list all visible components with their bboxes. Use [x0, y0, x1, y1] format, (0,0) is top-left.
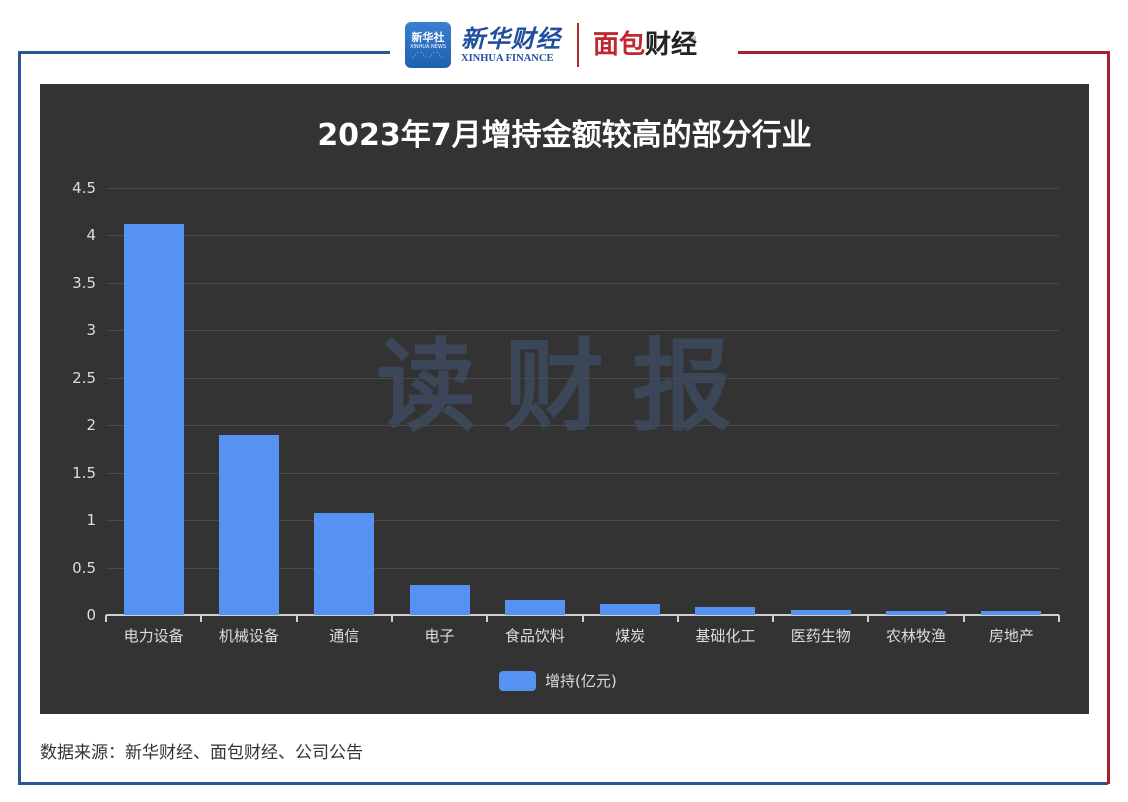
gridline: [106, 520, 1059, 522]
gridline: [106, 188, 1059, 189]
frame-border-top-left: [18, 51, 390, 54]
x-axis-tick: [200, 615, 203, 622]
bar[interactable]: [314, 513, 375, 615]
y-tick-label: 4: [86, 226, 96, 245]
x-category-label: 房地产: [988, 627, 1034, 645]
x-category-label: 基础化工: [695, 627, 756, 645]
gridline: [106, 282, 1059, 284]
xinhua-finance-logo: 新华财经 XINHUA FINANCE: [461, 25, 561, 65]
frame-border-right: [1107, 51, 1110, 784]
chart-panel: 2023年7月增持金额较高的部分行业 读财报 0 0.5 1 1.5 2 2.5 3 3.5 4…: [40, 84, 1089, 714]
bar[interactable]: [981, 611, 1042, 615]
gridline: [106, 472, 1059, 474]
y-tick-label: 0.5: [72, 558, 96, 577]
x-category-label: 通信: [329, 627, 360, 645]
y-tick-label: 1: [86, 511, 96, 530]
logo-separator: [577, 23, 579, 67]
x-axis-tick: [486, 615, 489, 622]
y-tick-label: 0: [86, 606, 96, 624]
watermark: 读财报: [376, 328, 760, 445]
mianbao-finance-logo: 面包财经 ®: [593, 30, 697, 60]
y-tick-label: 3.5: [72, 273, 96, 292]
y-tick-label: 4.5: [72, 179, 96, 197]
x-axis-tick: [867, 615, 870, 622]
frame-border-left: [18, 51, 21, 785]
gridline: [106, 425, 1059, 427]
frame-border-bottom: [18, 782, 1108, 785]
xinhua-finance-cn: 新华财经: [461, 24, 561, 53]
x-category-label: 机械设备: [218, 627, 279, 645]
x-category-label: 电力设备: [123, 627, 184, 645]
bar[interactable]: [218, 434, 279, 615]
y-tick-label: 2.5: [72, 368, 96, 387]
xinhua-badge-cn: 新华社: [411, 30, 445, 44]
bar[interactable]: [600, 603, 661, 615]
legend-label: 增持(亿元): [545, 672, 617, 690]
gridline: [106, 377, 1059, 379]
bar[interactable]: [886, 611, 947, 615]
registered-mark: ®: [690, 35, 698, 43]
bar[interactable]: [504, 599, 565, 615]
x-category-label: 煤炭: [615, 627, 646, 645]
xinhua-finance-en: XINHUA FINANCE: [461, 53, 554, 64]
data-source-note: 数据来源：新华财经、面包财经、公司公告: [40, 743, 363, 763]
x-axis-tick: [676, 615, 679, 622]
bar[interactable]: [790, 610, 851, 615]
chart-title: 2023年7月增持金额较高的部分行业: [317, 118, 812, 153]
bar[interactable]: [409, 584, 470, 615]
bar[interactable]: [695, 607, 756, 615]
bar[interactable]: [123, 224, 184, 615]
x-axis-tick: [295, 615, 298, 622]
x-axis-tick: [1058, 615, 1060, 622]
x-axis-tick: [962, 615, 965, 622]
xinhua-news-logo-icon: 新华社 XINHUA NEWS ⋰⋱⋰⋱: [405, 22, 451, 68]
legend-swatch: [499, 670, 536, 691]
gridline: [106, 567, 1059, 569]
y-tick-label: 2: [86, 416, 96, 435]
plot-area: 0 0.5 1 1.5 2 2.5 3 3.5 4 4.5 电力设备 机械设备 通信 电子 食品饮料 煤炭 基础…: [72, 179, 1060, 645]
y-tick-label: 1.5: [72, 463, 96, 482]
x-axis-tick: [105, 615, 107, 622]
network-dots-icon: ⋰⋱⋰⋱: [412, 50, 444, 59]
x-axis-tick: [581, 615, 584, 622]
x-category-label: 农林牧渔: [886, 627, 947, 645]
gridline: [106, 235, 1059, 237]
x-category-label: 电子: [424, 627, 455, 645]
frame-border-top-right: [738, 51, 1110, 54]
gridline: [106, 330, 1059, 332]
x-axis-tick: [390, 615, 393, 622]
legend[interactable]: 增持(亿元): [499, 670, 617, 691]
x-axis-tick: [772, 615, 775, 622]
mianbao-part1: 面包: [593, 30, 646, 60]
header-logos: 新华社 XINHUA NEWS ⋰⋱⋰⋱ 新华财经 XINHUA FINANCE…: [405, 18, 697, 72]
x-category-label: 医药生物: [790, 627, 851, 645]
xinhua-badge-en: XINHUA NEWS: [409, 43, 447, 50]
y-tick-label: 3: [86, 321, 96, 340]
x-category-label: 食品饮料: [504, 627, 565, 645]
mianbao-part2: 财经: [645, 30, 698, 60]
